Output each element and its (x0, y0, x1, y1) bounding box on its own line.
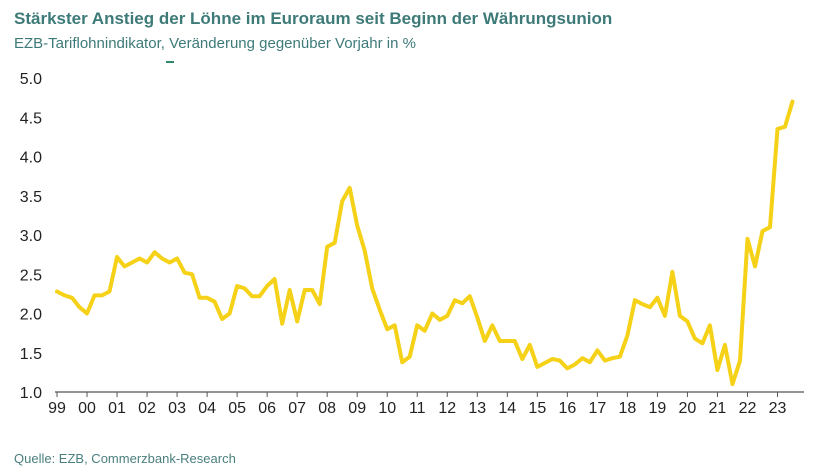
x-tick-label: 15 (528, 400, 546, 417)
y-tick-label: 1.5 (20, 346, 42, 363)
chart-series (55, 99, 795, 387)
y-tick-label: 2.5 (20, 267, 42, 284)
x-tick-label: 23 (769, 400, 787, 417)
x-tick-label: 22 (739, 400, 757, 417)
chart-axes: 99 00 01 02 03 04 05 06 07 08 09 10 11 12 13 14 15 16 17 18… (20, 71, 804, 417)
y-tick-label: 1.0 (20, 385, 42, 402)
y-tick-label: 2.0 (20, 307, 42, 324)
x-tick-label: 05 (228, 400, 246, 417)
source-note: Quelle: EZB, Commerzbank-Research (14, 451, 236, 466)
x-tick-label: 03 (168, 400, 186, 417)
accent-mark (166, 61, 174, 63)
y-tick-label: 3.0 (20, 228, 42, 245)
y-tick-label: 4.0 (20, 150, 42, 167)
x-tick-label: 00 (78, 400, 96, 417)
x-tick-label: 16 (558, 400, 576, 417)
x-tick-label: 09 (348, 400, 366, 417)
x-tick-label: 21 (709, 400, 727, 417)
x-tick-label: 10 (378, 400, 396, 417)
x-tick-label: 01 (108, 400, 126, 417)
x-tick-label: 19 (649, 400, 667, 417)
series-line (55, 99, 795, 387)
x-tick-label: 04 (198, 400, 216, 417)
x-tick-label: 02 (138, 400, 156, 417)
x-tick-label: 11 (409, 400, 426, 417)
y-tick-label: 4.5 (20, 110, 42, 127)
x-tick-label: 08 (318, 400, 336, 417)
chart-title: Stärkster Anstieg der Löhne im Euroraum … (14, 9, 613, 28)
x-tick-label: 13 (468, 400, 486, 417)
x-tick-label: 12 (438, 400, 456, 417)
x-tick-label: 14 (498, 400, 516, 417)
y-tick-label: 5.0 (20, 71, 42, 88)
x-tick-label: 06 (258, 400, 276, 417)
x-tick-label: 20 (679, 400, 697, 417)
y-tick-label: 3.5 (20, 189, 42, 206)
x-tick-label: 17 (588, 400, 606, 417)
x-tick-label: 07 (288, 400, 306, 417)
x-tick-label: 99 (48, 400, 66, 417)
chart-subtitle: EZB-Tariflohnindikator, Veränderung gege… (14, 35, 416, 52)
x-tick-label: 18 (618, 400, 636, 417)
